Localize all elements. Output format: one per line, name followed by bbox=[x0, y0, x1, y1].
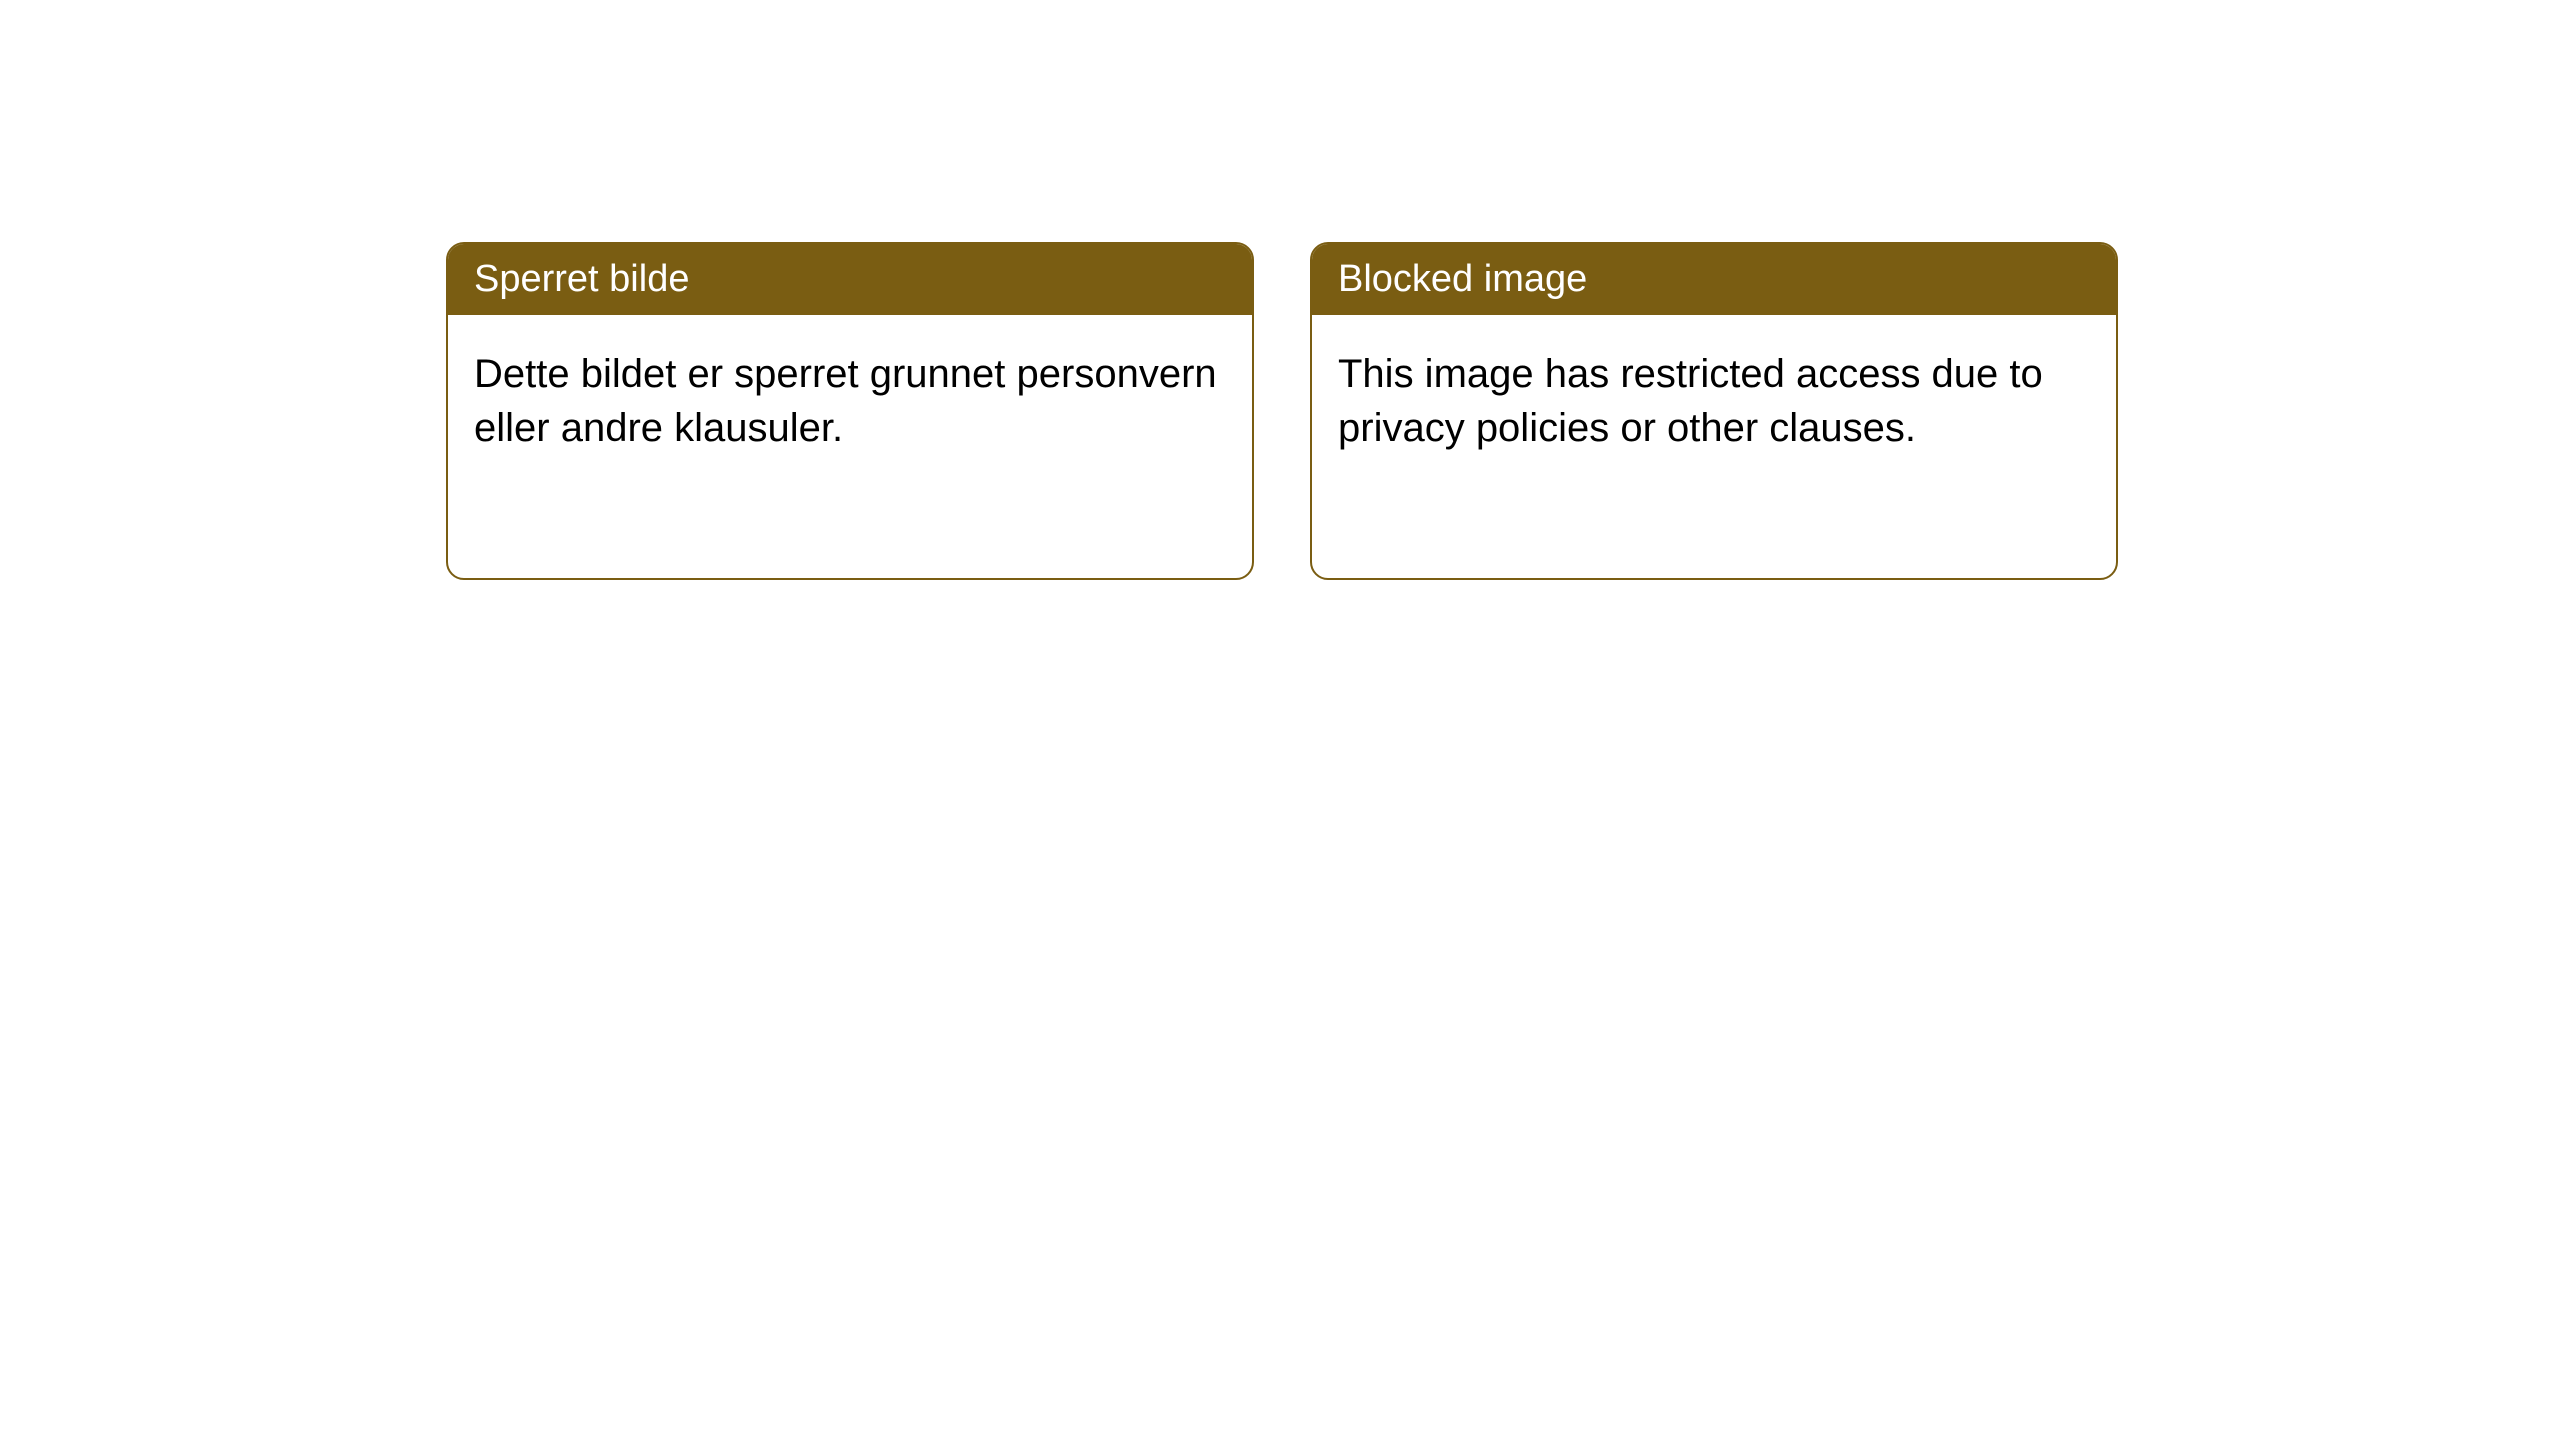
notice-container: Sperret bilde Dette bildet er sperret gr… bbox=[446, 242, 2118, 580]
notice-header: Blocked image bbox=[1312, 244, 2116, 315]
notice-header: Sperret bilde bbox=[448, 244, 1252, 315]
notice-title: Sperret bilde bbox=[474, 258, 689, 300]
notice-message: Dette bildet er sperret grunnet personve… bbox=[474, 352, 1217, 450]
notice-message: This image has restricted access due to … bbox=[1338, 352, 2043, 450]
notice-box-english: Blocked image This image has restricted … bbox=[1310, 242, 2118, 580]
notice-title: Blocked image bbox=[1338, 258, 1587, 300]
notice-box-norwegian: Sperret bilde Dette bildet er sperret gr… bbox=[446, 242, 1254, 580]
notice-body: Dette bildet er sperret grunnet personve… bbox=[448, 315, 1252, 487]
notice-body: This image has restricted access due to … bbox=[1312, 315, 2116, 487]
